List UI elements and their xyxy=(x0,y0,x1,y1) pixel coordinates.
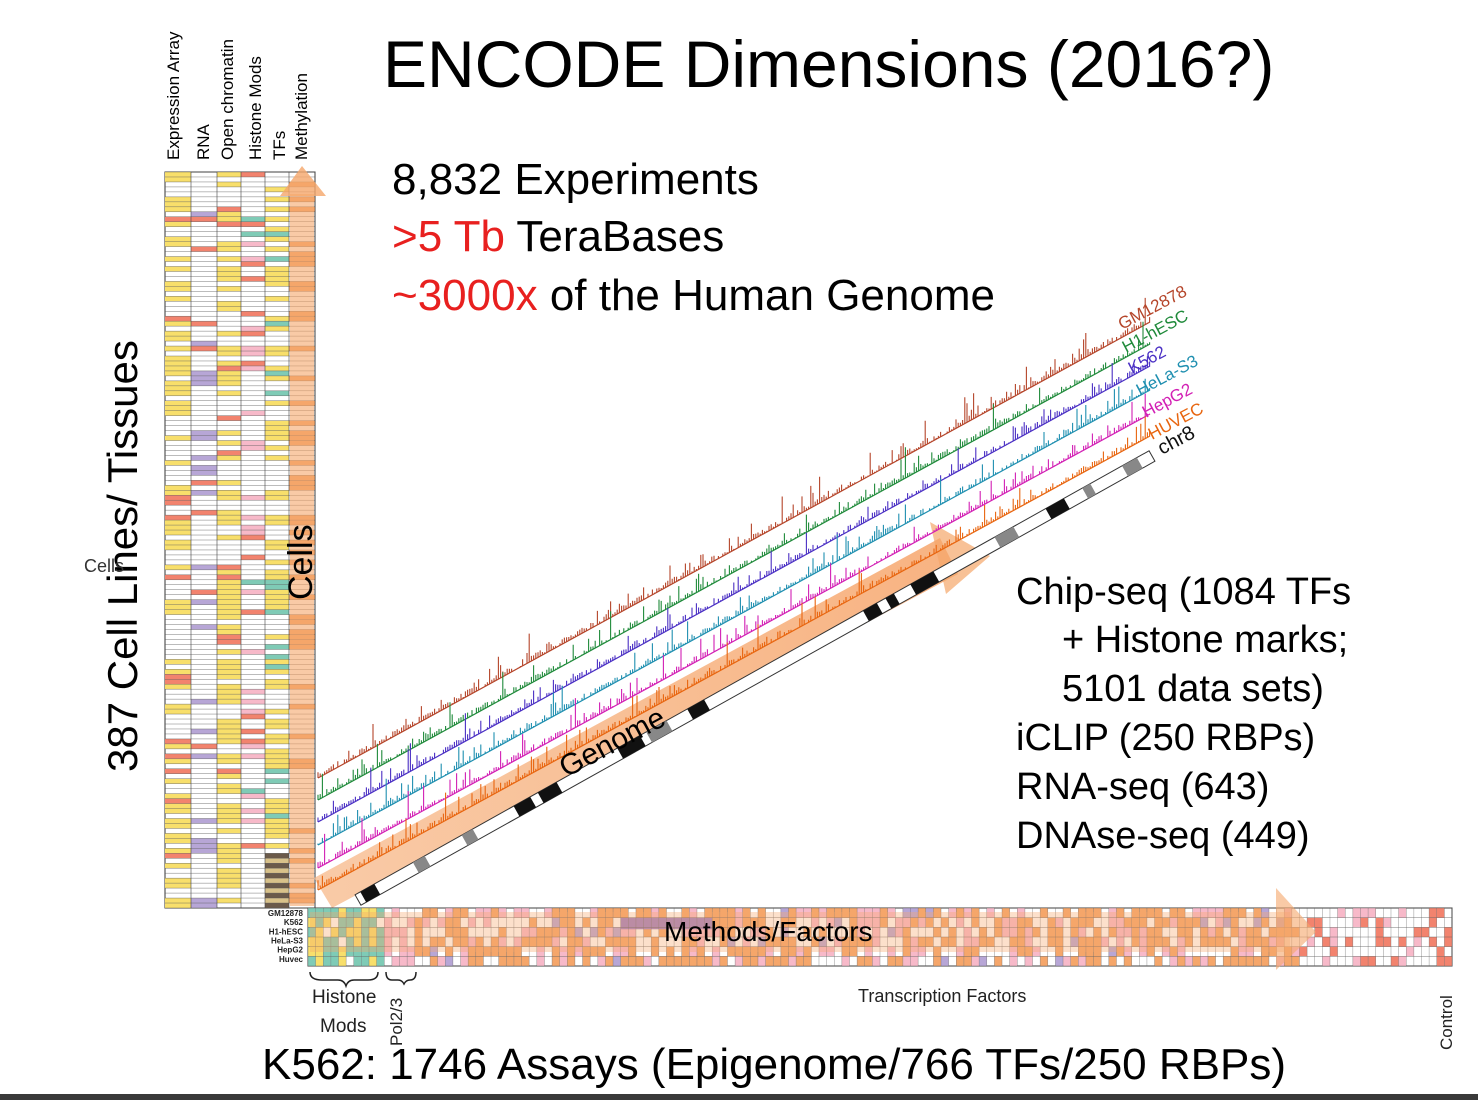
stat-genome-fold-label: of the Human Genome xyxy=(549,271,995,320)
assay-chipseq-histone: + Histone marks; xyxy=(1062,619,1349,661)
slide-title: ENCODE Dimensions (2016?) xyxy=(383,27,1275,101)
stat-genome-fold: ~3000x of the Human Genome xyxy=(392,270,995,322)
cells-small-label: Cells xyxy=(84,556,124,576)
factor-row-label: GM12878 xyxy=(268,909,304,918)
pol-group-label: Pol2/3 xyxy=(387,998,406,1046)
methods-factors-matrix xyxy=(307,907,1453,967)
stat-terabases: >5 Tb TeraBases xyxy=(392,211,724,263)
control-group-label: Control xyxy=(1437,995,1456,1050)
assay-iclip: iCLIP (250 RBPs) xyxy=(1016,717,1316,759)
bottom-caption: K562: 1746 Assays (Epigenome/766 TFs/250… xyxy=(262,1040,1286,1089)
stat-terabases-label: TeraBases xyxy=(516,212,725,261)
factor-row-label: Huvec xyxy=(279,955,304,964)
chr8-ideogram xyxy=(354,450,1156,906)
factor-row-label: HepG2 xyxy=(277,946,303,955)
histone-group-label: Histone xyxy=(312,987,376,1008)
cells-arrow-label: Cells xyxy=(282,524,320,600)
group-brackets xyxy=(309,971,417,989)
assay-chipseq-datasets: 5101 data sets) xyxy=(1062,668,1324,710)
factor-row-label: H1-hESC xyxy=(269,927,303,936)
factor-row-label: K562 xyxy=(284,918,304,927)
histone-group-label-2: Mods xyxy=(320,1016,366,1037)
stat-genome-fold-highlight: ~3000x xyxy=(392,271,538,320)
tf-group-label: Transcription Factors xyxy=(858,986,1026,1006)
slide-bottom-border xyxy=(0,1094,1478,1100)
methods-arrow-label: Methods/Factors xyxy=(664,916,873,947)
assay-dnaseseq: DNAse-seq (449) xyxy=(1016,815,1310,857)
stat-experiments: 8,832 Experiments xyxy=(392,155,759,204)
stat-terabases-highlight: >5 Tb xyxy=(392,212,505,261)
factor-row-label: HeLa-S3 xyxy=(271,937,304,946)
genome-signal-tracks xyxy=(317,297,1151,891)
assay-chipseq: Chip-seq (1084 TFs xyxy=(1016,571,1352,613)
methods-arrow xyxy=(310,888,1316,970)
assay-rnaseq: RNA-seq (643) xyxy=(1016,766,1270,808)
cells-arrow xyxy=(280,166,326,906)
